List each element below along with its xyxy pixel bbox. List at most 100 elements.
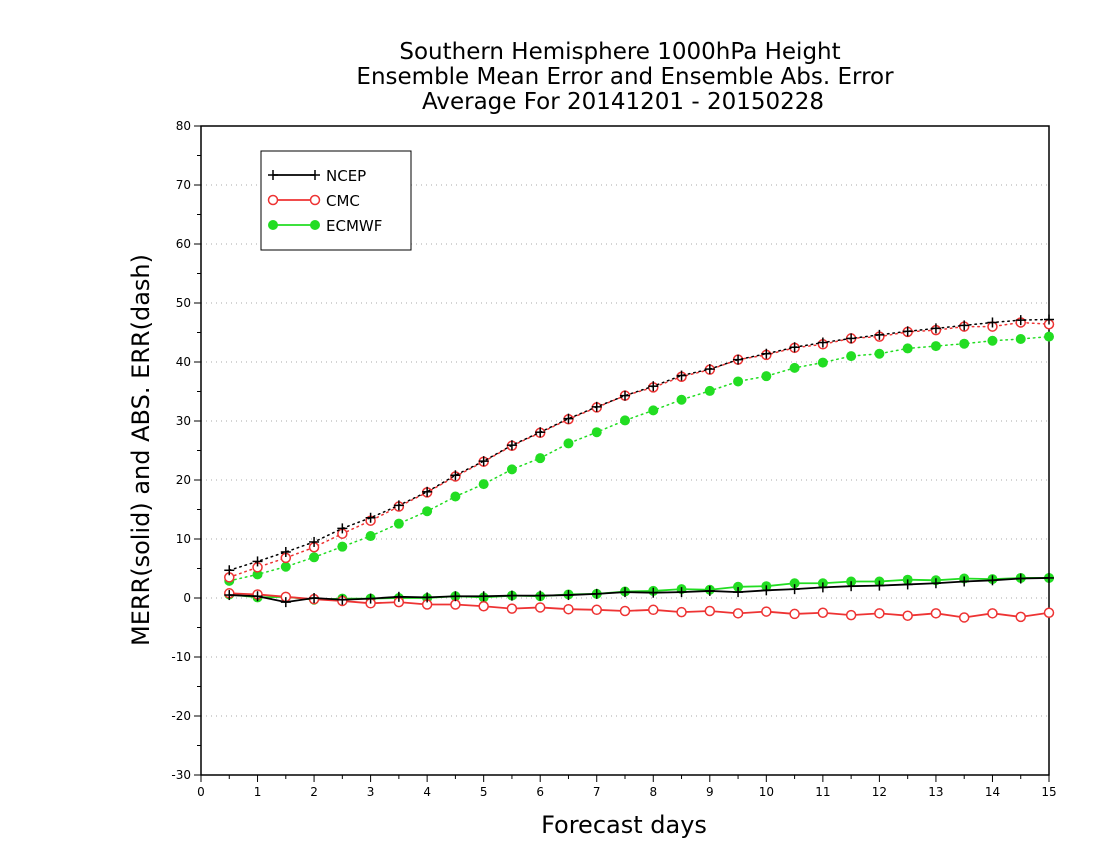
series-cmc-mean-error-point	[591, 604, 602, 616]
series-ecmwf-abs-error-point	[761, 371, 772, 382]
x-tick-label: 2	[310, 785, 318, 799]
x-tick-label: 6	[536, 785, 544, 799]
x-tick-label: 9	[706, 785, 714, 799]
x-tick-label: 10	[759, 785, 774, 799]
series-ncep-mean-error-point	[591, 588, 602, 599]
series-ncep-mean-error-point	[535, 590, 546, 601]
series-ncep-abs-error-point	[280, 546, 291, 557]
series-ncep-abs-error-point	[987, 317, 998, 328]
series-ncep-abs-error-point	[874, 329, 885, 340]
legend-marker-ncep	[310, 170, 320, 180]
series-ncep-abs-error-line	[228, 318, 1050, 572]
x-tick-label: 1	[254, 785, 262, 799]
series-ecmwf-abs-error-point	[902, 343, 913, 354]
series-ncep-mean-error-point	[422, 592, 433, 603]
x-tick-label: 4	[423, 785, 431, 799]
y-tick-label: 40	[176, 355, 191, 369]
series-ecmwf-mean-error-line	[229, 577, 1049, 601]
series-ncep-abs-error-point	[1015, 315, 1026, 326]
series-ncep-abs-error-point	[676, 370, 687, 381]
series-ncep-abs-error-point	[959, 320, 970, 331]
x-tick-label: 14	[985, 785, 1000, 799]
series-ncep-mean-error-point	[478, 591, 489, 602]
legend-item-ncep: NCEP	[268, 167, 366, 185]
series-cmc-mean-error-point	[930, 608, 942, 619]
y-tick-label: -10	[171, 650, 191, 664]
series-cmc-mean-error-point	[619, 605, 631, 617]
series-ecmwf-abs-error-point	[365, 531, 376, 542]
series-ncep-mean-error-point	[280, 597, 291, 608]
legend-marker-ecmwf	[268, 220, 278, 230]
series-cmc-mean-error-point	[987, 608, 998, 619]
legend-item-ecmwf: ECMWF	[268, 217, 382, 235]
series-ncep-abs-error-point	[620, 390, 630, 401]
series-ncep-abs-error-point	[422, 486, 433, 497]
series-layer	[224, 314, 1055, 623]
series-ecmwf-abs-error-point	[337, 541, 348, 552]
series-ncep-abs-error-point	[393, 500, 404, 511]
series-ncep-abs-error-point	[365, 512, 376, 523]
series-ncep-abs-error-point	[224, 565, 235, 576]
x-tick-label: 7	[593, 785, 601, 799]
series-ncep-mean-error-point	[761, 585, 772, 596]
series-ncep-mean-error-point	[704, 585, 715, 596]
series-ncep-mean-error-point	[817, 582, 828, 593]
series-cmc-mean-error-point	[1015, 611, 1026, 623]
series-ecmwf-abs-error-point	[422, 506, 433, 517]
x-tick-label: 15	[1041, 785, 1056, 799]
y-tick-label: 30	[176, 414, 191, 428]
series-ecmwf-abs-error-point	[591, 427, 602, 438]
legend-item-cmc: CMC	[267, 192, 360, 210]
series-cmc-mean-error-point	[817, 607, 829, 618]
series-cmc-mean-error-point	[648, 604, 659, 616]
series-cmc-mean-error-point	[563, 603, 574, 615]
series-ecmwf-abs-error-point	[676, 394, 687, 405]
series-cmc-mean-error-point	[732, 608, 744, 619]
series-ncep-mean-error-point	[224, 590, 235, 601]
title-line-2: Ensemble Mean Error and Ensemble Abs. Er…	[356, 64, 894, 90]
series-ncep-mean-error-point	[620, 587, 630, 598]
series-cmc-mean-error-point	[845, 609, 857, 621]
legend-marker-cmc	[267, 194, 279, 206]
series-ncep-mean-error-point	[1015, 573, 1026, 584]
x-tick-label: 5	[480, 785, 488, 799]
gridlines	[201, 184, 1049, 717]
series-ncep-abs-error-point	[535, 427, 546, 438]
series-ecmwf-abs-error-point	[648, 405, 659, 416]
series-ecmwf-abs-error-point	[478, 479, 489, 490]
series-cmc-mean-error-point	[704, 605, 716, 617]
series-ecmwf-abs-error-point	[450, 491, 461, 502]
series-ncep-mean-error-point	[676, 587, 687, 598]
y-tick-label: 0	[183, 591, 191, 605]
series-ncep-mean-error-point	[563, 590, 574, 601]
y-tick-label: 10	[176, 532, 191, 546]
series-ecmwf-abs-error-point	[789, 362, 800, 373]
series-cmc-mean-error-line	[229, 592, 1050, 619]
legend-label-cmc: CMC	[326, 192, 360, 210]
series-ecmwf-abs-error-point	[987, 335, 998, 346]
series-ncep-mean-error-point	[648, 587, 659, 598]
series-ecmwf-abs-error-point	[393, 518, 404, 529]
series-ecmwf-abs-error-line	[228, 335, 1050, 582]
x-tick-label: 13	[928, 785, 943, 799]
legend-label-ecmwf: ECMWF	[326, 217, 382, 235]
series-ncep-abs-error-point	[478, 456, 489, 467]
series-ecmwf-mean-error-point	[789, 578, 800, 589]
legend: NCEP CMC ECMWF	[260, 150, 412, 251]
series-ncep-abs-error-point	[450, 470, 461, 481]
y-tick-label: 80	[176, 119, 191, 133]
series-cmc-mean-error-point	[761, 606, 772, 617]
series-ecmwf-abs-error-point	[535, 453, 546, 464]
series-ncep-abs-error-point	[506, 440, 517, 451]
series-ecmwf-abs-error-point	[563, 438, 574, 449]
series-ncep-abs-error-point	[733, 354, 744, 365]
series-ncep-abs-error-point	[930, 323, 941, 334]
series-cmc-mean-error-point	[506, 603, 518, 614]
series-cmc-mean-error-point	[450, 599, 461, 610]
legend-marker-ncep	[268, 170, 278, 180]
series-ncep-mean-error-line	[229, 577, 1050, 604]
x-tick-label: 12	[872, 785, 887, 799]
series-ecmwf-mean-error-point	[733, 581, 744, 592]
series-ecmwf-abs-error-point	[620, 415, 630, 426]
